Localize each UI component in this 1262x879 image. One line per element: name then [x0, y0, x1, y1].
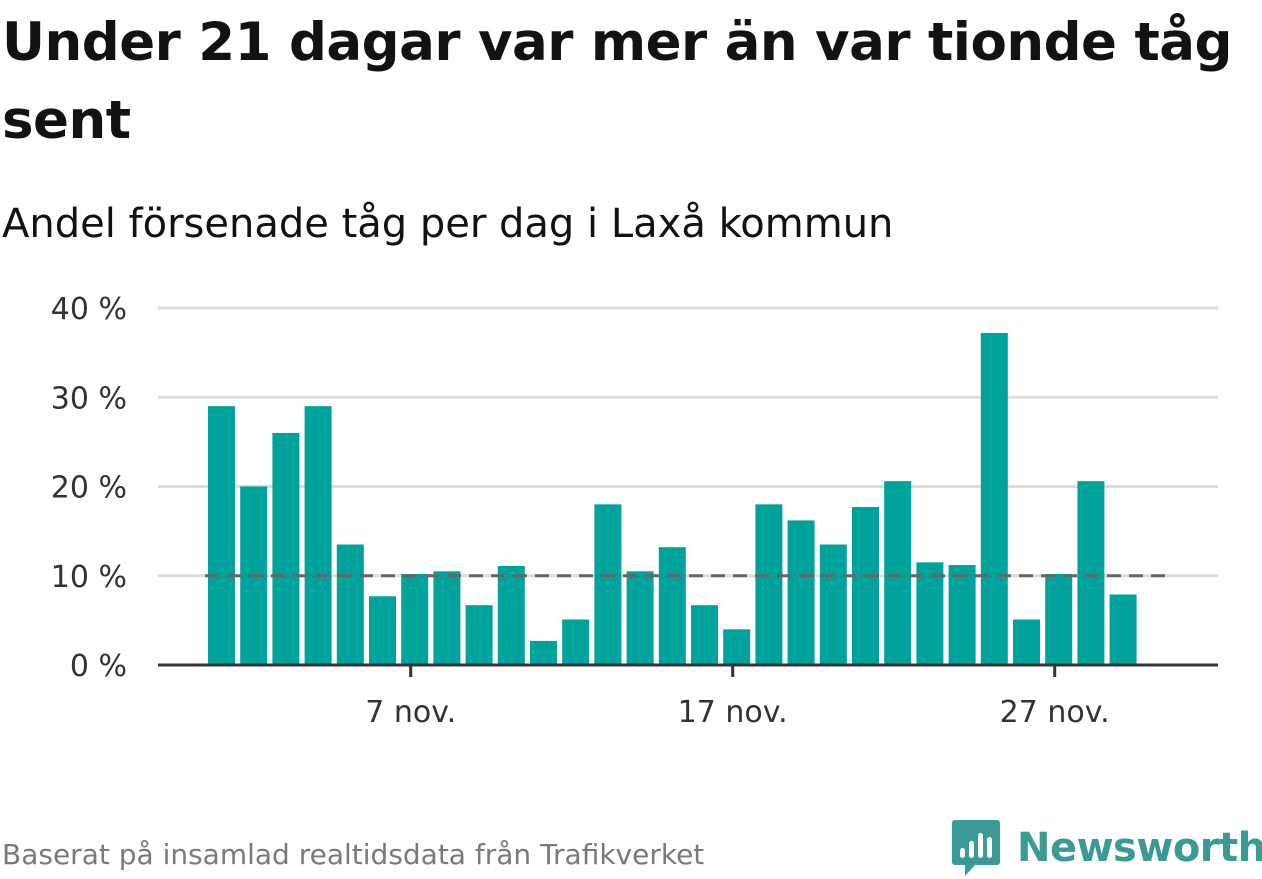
brand-name: Newsworthy	[1017, 825, 1262, 871]
bar	[1045, 573, 1073, 665]
bars	[208, 332, 1137, 665]
newsworthy-logo: Newsworthy	[951, 818, 1262, 878]
bar	[497, 565, 525, 665]
bar	[1077, 481, 1105, 665]
y-tick-label: 30 %	[51, 381, 127, 416]
bar	[304, 406, 332, 665]
chart-title: Under 21 dagar var mer än var tionde tåg…	[2, 12, 1232, 151]
source-note: Baserat på insamlad realtidsdata från Tr…	[2, 838, 705, 871]
bar	[755, 504, 783, 665]
bar-chart: 7 nov. 17 nov. 27 nov. 0 % 10 % 20 % 30 % 40 %	[51, 292, 1218, 730]
bar	[787, 520, 815, 665]
bar	[530, 640, 557, 665]
bar	[723, 629, 751, 665]
bar	[562, 619, 590, 665]
x-tick-label: 7 nov.	[365, 695, 456, 730]
bar	[1013, 619, 1040, 665]
bar	[594, 504, 622, 665]
bar	[691, 605, 718, 665]
bar	[884, 481, 912, 665]
y-tick-label: 10 %	[51, 560, 127, 595]
bar	[852, 507, 879, 665]
bar	[336, 544, 364, 665]
x-tick-label: 27 nov.	[1000, 695, 1110, 730]
bar	[658, 547, 686, 665]
bar-chart-speech-bubble-icon	[952, 820, 1000, 876]
y-tick-label: 20 %	[51, 471, 127, 506]
bar	[916, 562, 944, 665]
bar	[626, 571, 654, 665]
y-axis-labels: 0 % 10 % 20 % 30 % 40 %	[51, 292, 127, 684]
bar	[948, 565, 976, 665]
bar	[433, 571, 461, 665]
bar	[272, 432, 300, 665]
bar	[819, 544, 847, 665]
y-tick-label: 0 %	[70, 649, 127, 684]
bar	[980, 332, 1008, 665]
x-axis: 7 nov. 17 nov. 27 nov.	[158, 663, 1218, 730]
x-tick-label: 17 nov.	[678, 695, 788, 730]
bar	[208, 406, 235, 665]
bar	[401, 573, 429, 665]
y-tick-label: 40 %	[51, 292, 127, 327]
bar	[465, 605, 493, 665]
chart-subtitle: Andel försenade tåg per dag i Laxå kommu…	[2, 201, 894, 247]
bar	[369, 596, 396, 665]
bar	[1109, 594, 1137, 665]
